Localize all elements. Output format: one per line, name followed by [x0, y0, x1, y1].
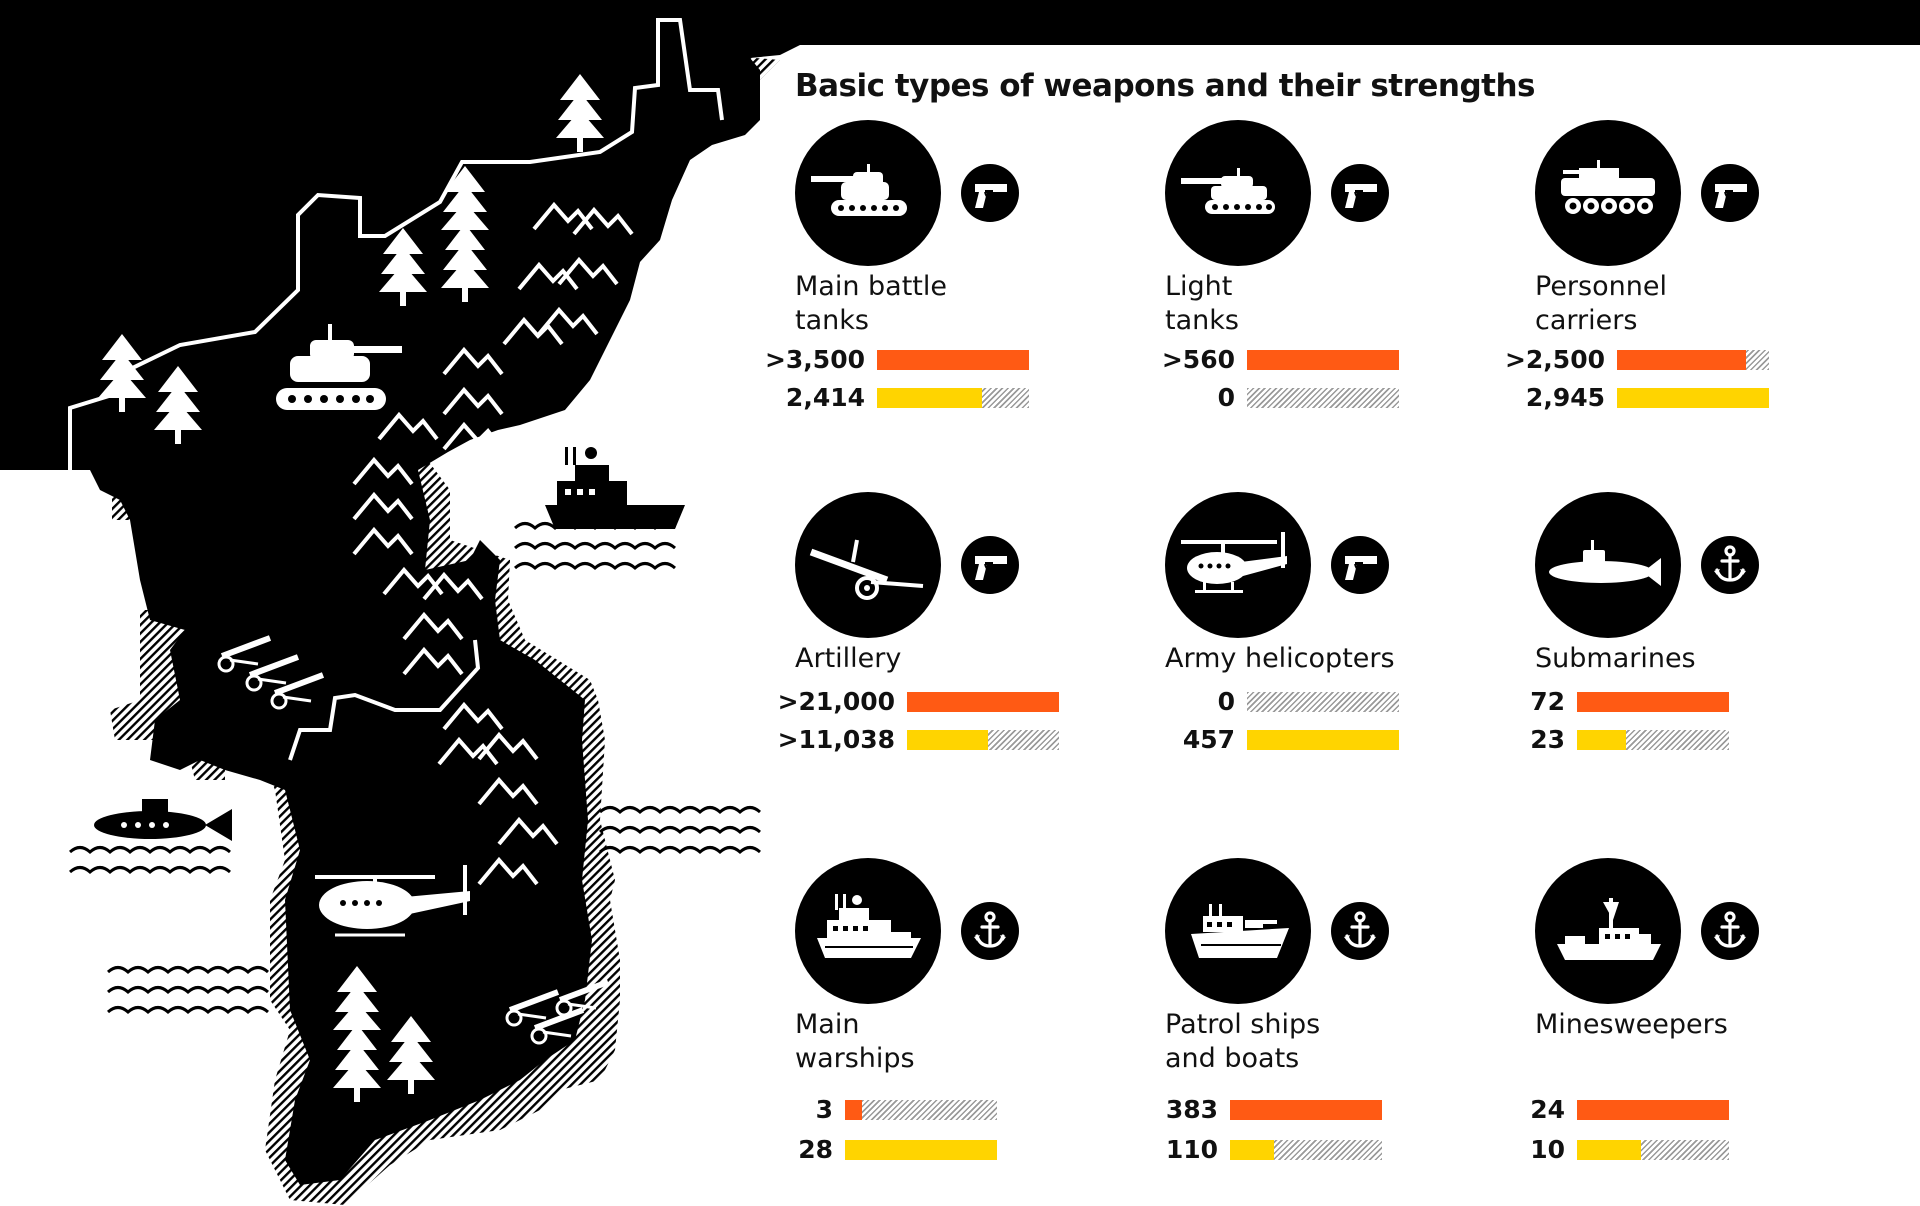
value-label-top: 383: [1165, 1095, 1218, 1124]
bar-bottom: [1577, 730, 1626, 750]
bar-track: [1230, 1100, 1382, 1120]
pistol-icon: [1701, 164, 1759, 222]
bar-track: [1247, 388, 1399, 408]
value-label-bottom: 10: [1530, 1135, 1565, 1164]
weapon-label: Main battle tanks: [795, 271, 948, 336]
minesweeper-icon: [1535, 858, 1681, 1004]
bar-top: [1617, 350, 1747, 370]
weapon-panel: Minesweepers 24 10: [1530, 858, 1895, 1188]
value-label-bottom: 2,414: [785, 383, 865, 412]
pistol-icon: [961, 536, 1019, 594]
bar-track: [1617, 388, 1769, 408]
weapon-panel: Submarines 72 23: [1530, 492, 1895, 822]
anchor-icon: [1701, 536, 1759, 594]
weapon-panel: Army helicopters 0 457: [1165, 492, 1525, 822]
weapon-panel: Personnel carriers >2,500 2,945: [1505, 120, 1895, 450]
weapon-panel: Artillery >21,000 >11,038: [778, 492, 1155, 822]
pistol-icon: [1331, 536, 1389, 594]
weapon-label: Personnel carriers: [1535, 271, 1667, 336]
bar-track: [1577, 1140, 1729, 1160]
bar-track: [1617, 350, 1769, 370]
bar-track: [907, 730, 1059, 750]
artillery-icon: [795, 492, 941, 638]
bar-bottom: [1617, 388, 1769, 408]
submarine-icon: [1535, 492, 1681, 638]
bar-track: [907, 692, 1059, 712]
tank-icon: [795, 120, 941, 266]
bar-track: [1577, 692, 1729, 712]
bar-bottom: [877, 388, 982, 408]
weapon-panel: Patrol ships and boats 383 110: [1165, 858, 1525, 1188]
bar-track: [1577, 730, 1729, 750]
bar-top: [907, 692, 1059, 712]
value-label-bottom: 457: [1182, 725, 1235, 754]
weapon-label: Patrol ships and boats: [1165, 1009, 1321, 1074]
value-label-top: 24: [1530, 1095, 1565, 1124]
bar-track: [845, 1140, 997, 1160]
bar-track: [1247, 692, 1399, 712]
value-label-top: >560: [1161, 345, 1235, 374]
bar-top: [877, 350, 1029, 370]
value-label-bottom: >11,038: [777, 725, 895, 754]
bar-top: [845, 1100, 862, 1120]
value-label-top: >2,500: [1504, 345, 1605, 374]
bar-track: [877, 350, 1029, 370]
patrol-ship-icon: [1165, 858, 1311, 1004]
pistol-icon: [961, 164, 1019, 222]
value-label-top: >3,500: [764, 345, 865, 374]
personnel-carrier-icon: [1535, 120, 1681, 266]
bar-bottom: [1230, 1140, 1275, 1160]
pistol-icon: [1331, 164, 1389, 222]
bar-track: [845, 1100, 997, 1120]
weapon-panel: Light tanks >560 0: [1161, 120, 1525, 450]
value-label-top: 3: [815, 1095, 833, 1124]
value-label-bottom: 110: [1165, 1135, 1218, 1164]
weapon-panel: Main battle tanks >3,500 2,414: [765, 120, 1155, 450]
helicopter-icon: [1165, 492, 1311, 638]
bar-track: [1247, 730, 1399, 750]
bar-track: [1577, 1100, 1729, 1120]
bar-top: [1247, 350, 1399, 370]
bar-bottom: [907, 730, 988, 750]
bar-bottom: [845, 1140, 997, 1160]
value-label-bottom: 2,945: [1525, 383, 1605, 412]
anchor-icon: [1331, 902, 1389, 960]
bar-bottom: [1577, 1140, 1641, 1160]
chart-title: Basic types of weapons and their strengt…: [795, 68, 1536, 104]
weapon-label: Army helicopters: [1165, 643, 1395, 674]
value-label-top: 0: [1217, 687, 1235, 716]
value-label-top: >21,000: [777, 687, 895, 716]
weapon-panel: Main warships 3 28: [795, 858, 1155, 1188]
anchor-icon: [1701, 902, 1759, 960]
warship-icon: [795, 858, 941, 1004]
bar-track: [1247, 350, 1399, 370]
value-label-bottom: 28: [798, 1135, 833, 1164]
light-tank-icon: [1165, 120, 1311, 266]
bar-top: [1577, 692, 1729, 712]
weapon-label: Minesweepers: [1535, 1009, 1728, 1040]
weapon-label: Artillery: [795, 643, 902, 674]
weapon-label: Main warships: [795, 1009, 915, 1074]
bar-track: [877, 388, 1029, 408]
weapon-label: Submarines: [1535, 643, 1696, 674]
bar-track: [1230, 1140, 1382, 1160]
bar-top: [1230, 1100, 1382, 1120]
value-label-top: 72: [1530, 687, 1565, 716]
value-label-bottom: 23: [1530, 725, 1565, 754]
anchor-icon: [961, 902, 1019, 960]
bar-top: [1577, 1100, 1729, 1120]
weapon-label: Light tanks: [1165, 271, 1239, 336]
bar-bottom: [1247, 730, 1399, 750]
value-label-bottom: 0: [1217, 383, 1235, 412]
